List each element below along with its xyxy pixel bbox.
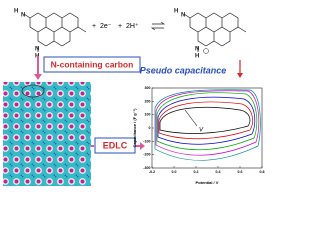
right-molecule	[183, 12, 247, 54]
x-tick-label: 0.2	[194, 170, 199, 174]
carbon-box	[43, 56, 141, 73]
atom: N	[195, 47, 199, 53]
y-tick-label: 300	[145, 86, 151, 90]
y-tick-label: 200	[145, 99, 151, 103]
atom: H	[14, 9, 18, 15]
atom: N	[181, 13, 185, 19]
x-axis-label: Potential / V	[196, 180, 219, 185]
arrow-head	[140, 142, 145, 150]
porous-carbon	[3, 82, 91, 186]
carbon-label: N-containing carbon	[51, 59, 134, 69]
arrow-head	[237, 73, 243, 78]
x-tick-label: -0.2	[149, 170, 155, 174]
highlight	[21, 84, 45, 98]
atom: N	[35, 47, 39, 53]
y-tick-label: -100	[143, 139, 150, 143]
cv-plot: V Potential / V Capacitance / (F g⁻¹) -0…	[132, 86, 264, 185]
y-axis-label: Capacitance / (F g⁻¹)	[132, 108, 137, 148]
x-tick-label: 0.0	[172, 170, 177, 174]
arrow-label: V	[199, 128, 204, 134]
atom: H	[174, 9, 178, 15]
left-molecule	[23, 12, 87, 52]
plus: +	[118, 23, 122, 30]
x-tick-label: 0.8	[260, 170, 265, 174]
y-tick-label: -200	[143, 153, 150, 157]
arrow-head	[34, 74, 42, 80]
y-tick-label: -300	[143, 166, 150, 170]
plus: +	[92, 23, 96, 30]
plot-frame	[151, 87, 263, 169]
x-tick-label: 0.6	[238, 170, 243, 174]
y-tick-label: 100	[145, 113, 151, 117]
graphical-abstract: H N N H + 2e⁻ + 2H⁺ H N N H N-containing…	[3, 9, 265, 186]
edlc-label: EDLC	[103, 140, 128, 150]
atom: N	[21, 13, 25, 19]
protons: 2H⁺	[126, 23, 139, 30]
electrons: 2e⁻	[100, 23, 112, 30]
equilibrium-arrow	[150, 21, 166, 31]
pseudo-label: Pseudo capacitance	[140, 65, 227, 75]
trend-arrow	[184, 109, 198, 127]
y-tick-label: 0	[149, 126, 151, 130]
atom: H	[195, 54, 199, 60]
cv-curves	[154, 89, 261, 161]
x-tick-label: 0.4	[216, 170, 221, 174]
